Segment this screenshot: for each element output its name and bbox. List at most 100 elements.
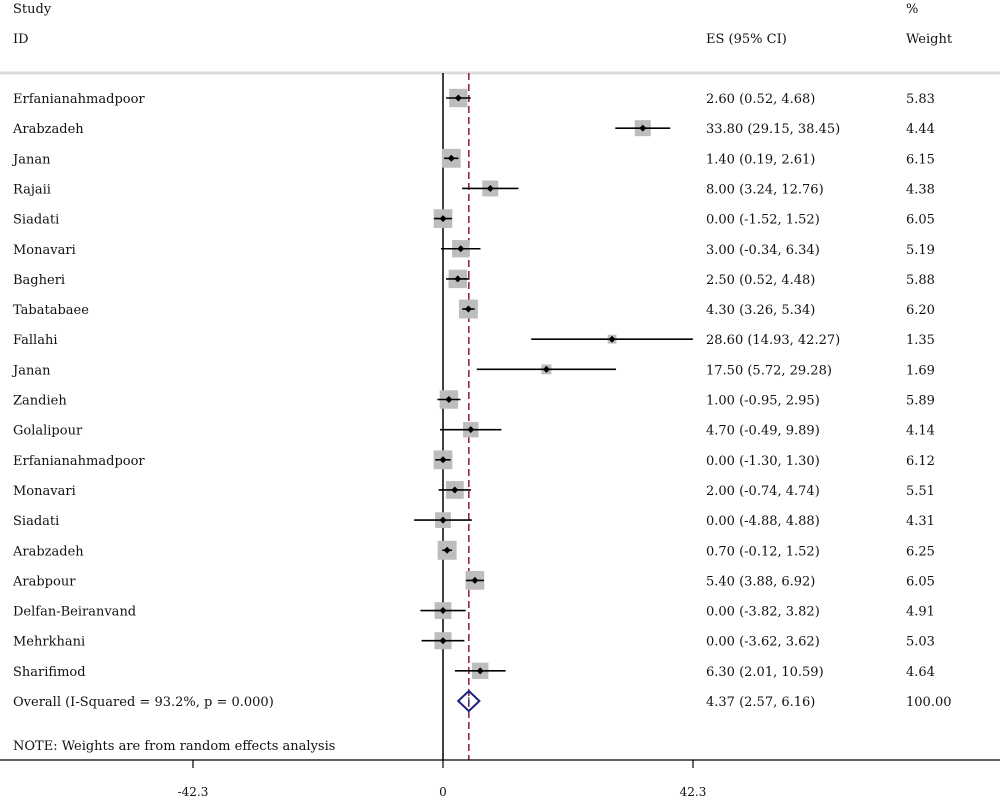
study-name: Tabatabaee <box>13 303 89 318</box>
study-name: Zandieh <box>13 394 67 409</box>
study-name: Bagheri <box>13 273 65 288</box>
study-weight: 6.05 <box>906 574 935 589</box>
study-ci-text: 4.30 (3.26, 5.34) <box>706 303 815 318</box>
study-ci-text: 2.50 (0.52, 4.48) <box>706 273 815 288</box>
study-ci-text: 0.00 (-1.30, 1.30) <box>706 454 820 469</box>
study-name: Sharifimod <box>13 665 86 680</box>
study-weight: 4.44 <box>906 122 935 137</box>
study-name: Siadati <box>13 514 59 529</box>
study-weight: 5.03 <box>906 635 935 650</box>
study-row: Bagheri 2.50 (0.52, 4.48) 5.88 <box>13 269 935 289</box>
point-estimate <box>443 546 451 554</box>
study-name: Monavari <box>13 243 76 258</box>
header-weight: Weight <box>906 32 953 47</box>
point-estimate <box>486 184 494 192</box>
study-row: Arabzadeh 33.80 (29.15, 38.45) 4.44 <box>12 120 935 137</box>
study-ci-text: 2.00 (-0.74, 4.74) <box>706 484 820 499</box>
study-weight: 4.38 <box>906 182 935 197</box>
study-name: Golalipour <box>13 424 83 439</box>
study-weight: 4.91 <box>906 605 935 620</box>
study-ci-text: 1.00 (-0.95, 2.95) <box>706 394 820 409</box>
study-row: Zandieh 1.00 (-0.95, 2.95) 5.89 <box>13 390 935 409</box>
study-weight: 5.83 <box>906 92 935 107</box>
point-estimate <box>439 456 447 464</box>
point-estimate <box>467 426 475 434</box>
study-weight: 6.25 <box>906 544 935 559</box>
point-estimate <box>457 245 465 253</box>
study-ci-text: 17.50 (5.72, 29.28) <box>706 363 832 378</box>
study-weight: 6.12 <box>906 454 935 469</box>
study-ci-text: 1.40 (0.19, 2.61) <box>706 152 815 167</box>
point-estimate <box>439 516 447 524</box>
point-estimate <box>445 396 453 403</box>
study-ci-text: 0.00 (-4.88, 4.88) <box>706 514 820 529</box>
header-percent: % <box>906 2 918 17</box>
study-weight: 5.89 <box>906 394 935 409</box>
study-ci-text: 4.70 (-0.49, 9.89) <box>706 424 820 439</box>
study-ci-text: 0.00 (-3.82, 3.82) <box>706 605 820 620</box>
x-axis-ticks: -42.3 0 42.3 <box>178 760 707 799</box>
point-estimate <box>471 576 479 584</box>
study-weight: 6.20 <box>906 303 935 318</box>
note-text: NOTE: Weights are from random effects an… <box>13 739 335 754</box>
study-weight: 6.15 <box>906 152 935 167</box>
study-name: Janan <box>11 363 51 378</box>
study-ci-text: 5.40 (3.88, 6.92) <box>706 574 815 589</box>
study-rows: Erfanianahmadpoor 2.60 (0.52, 4.68) 5.83 Ar… <box>11 88 935 680</box>
study-name: Delfan-Beiranvand <box>13 605 136 620</box>
study-name: Erfanianahmadpoor <box>13 92 145 107</box>
study-ci-text: 6.30 (2.01, 10.59) <box>706 665 824 680</box>
study-ci-text: 3.00 (-0.34, 6.34) <box>706 243 820 258</box>
study-row: Janan 1.40 (0.19, 2.61) 6.15 <box>11 148 935 168</box>
x-tick-label: -42.3 <box>178 785 209 799</box>
study-name: Arabpour <box>12 574 76 589</box>
point-estimate <box>454 275 462 283</box>
study-row: Erfanianahmadpoor 0.00 (-1.30, 1.30) 6.12 <box>13 450 935 470</box>
study-row: Janan 17.50 (5.72, 29.28) 1.69 <box>11 363 935 378</box>
study-row: Sharifimod 6.30 (2.01, 10.59) 4.64 <box>13 662 935 680</box>
study-row: Fallahi 28.60 (14.93, 42.27) 1.35 <box>13 333 935 348</box>
point-estimate <box>454 94 462 102</box>
point-estimate <box>608 335 616 343</box>
study-name: Arabzadeh <box>12 544 84 559</box>
point-estimate <box>439 215 447 223</box>
overall-weight: 100.00 <box>906 695 952 710</box>
study-weight: 1.69 <box>906 363 935 378</box>
study-name: Mehrkhani <box>13 635 85 650</box>
study-name: Arabzadeh <box>12 122 84 137</box>
study-ci-text: 0.00 (-3.62, 3.62) <box>706 635 820 650</box>
overall-diamond <box>456 689 481 713</box>
study-row: Golalipour 4.70 (-0.49, 9.89) 4.14 <box>13 421 935 439</box>
study-ci-text: 28.60 (14.93, 42.27) <box>706 333 840 348</box>
study-row: Delfan-Beiranvand 0.00 (-3.82, 3.82) 4.91 <box>13 602 935 620</box>
study-weight: 5.51 <box>906 484 935 499</box>
study-ci-text: 8.00 (3.24, 12.76) <box>706 182 824 197</box>
study-row: Tabatabaee 4.30 (3.26, 5.34) 6.20 <box>13 299 935 319</box>
study-weight: 4.64 <box>906 665 935 680</box>
study-name: Rajaii <box>13 182 51 197</box>
study-name: Janan <box>11 152 51 167</box>
study-name: Erfanianahmadpoor <box>13 454 145 469</box>
study-weight: 6.05 <box>906 213 935 228</box>
overall-row: Overall (I-Squared = 93.2%, p = 0.000) 4… <box>13 689 952 713</box>
overall-ci-text: 4.37 (2.57, 6.16) <box>706 695 815 710</box>
x-tick-label: 42.3 <box>680 785 707 799</box>
study-row: Siadati 0.00 (-4.88, 4.88) 4.31 <box>13 512 935 529</box>
study-weight: 4.31 <box>906 514 935 529</box>
study-row: Erfanianahmadpoor 2.60 (0.52, 4.68) 5.83 <box>13 88 935 108</box>
study-row: Mehrkhani 0.00 (-3.62, 3.62) 5.03 <box>13 632 935 650</box>
study-row: Siadati 0.00 (-1.52, 1.52) 6.05 <box>13 209 935 228</box>
study-weight: 4.14 <box>906 424 935 439</box>
study-ci-text: 33.80 (29.15, 38.45) <box>706 122 840 137</box>
point-estimate <box>451 486 459 494</box>
study-row: Arabzadeh 0.70 (-0.12, 1.52) 6.25 <box>12 540 935 560</box>
point-estimate <box>639 124 647 132</box>
study-weight: 5.88 <box>906 273 935 288</box>
study-ci-text: 0.00 (-1.52, 1.52) <box>706 213 820 228</box>
study-ci-text: 2.60 (0.52, 4.68) <box>706 92 815 107</box>
point-estimate <box>439 637 447 645</box>
study-row: Arabpour 5.40 (3.88, 6.92) 6.05 <box>12 571 935 590</box>
point-estimate <box>439 607 447 615</box>
study-name: Siadati <box>13 213 59 228</box>
